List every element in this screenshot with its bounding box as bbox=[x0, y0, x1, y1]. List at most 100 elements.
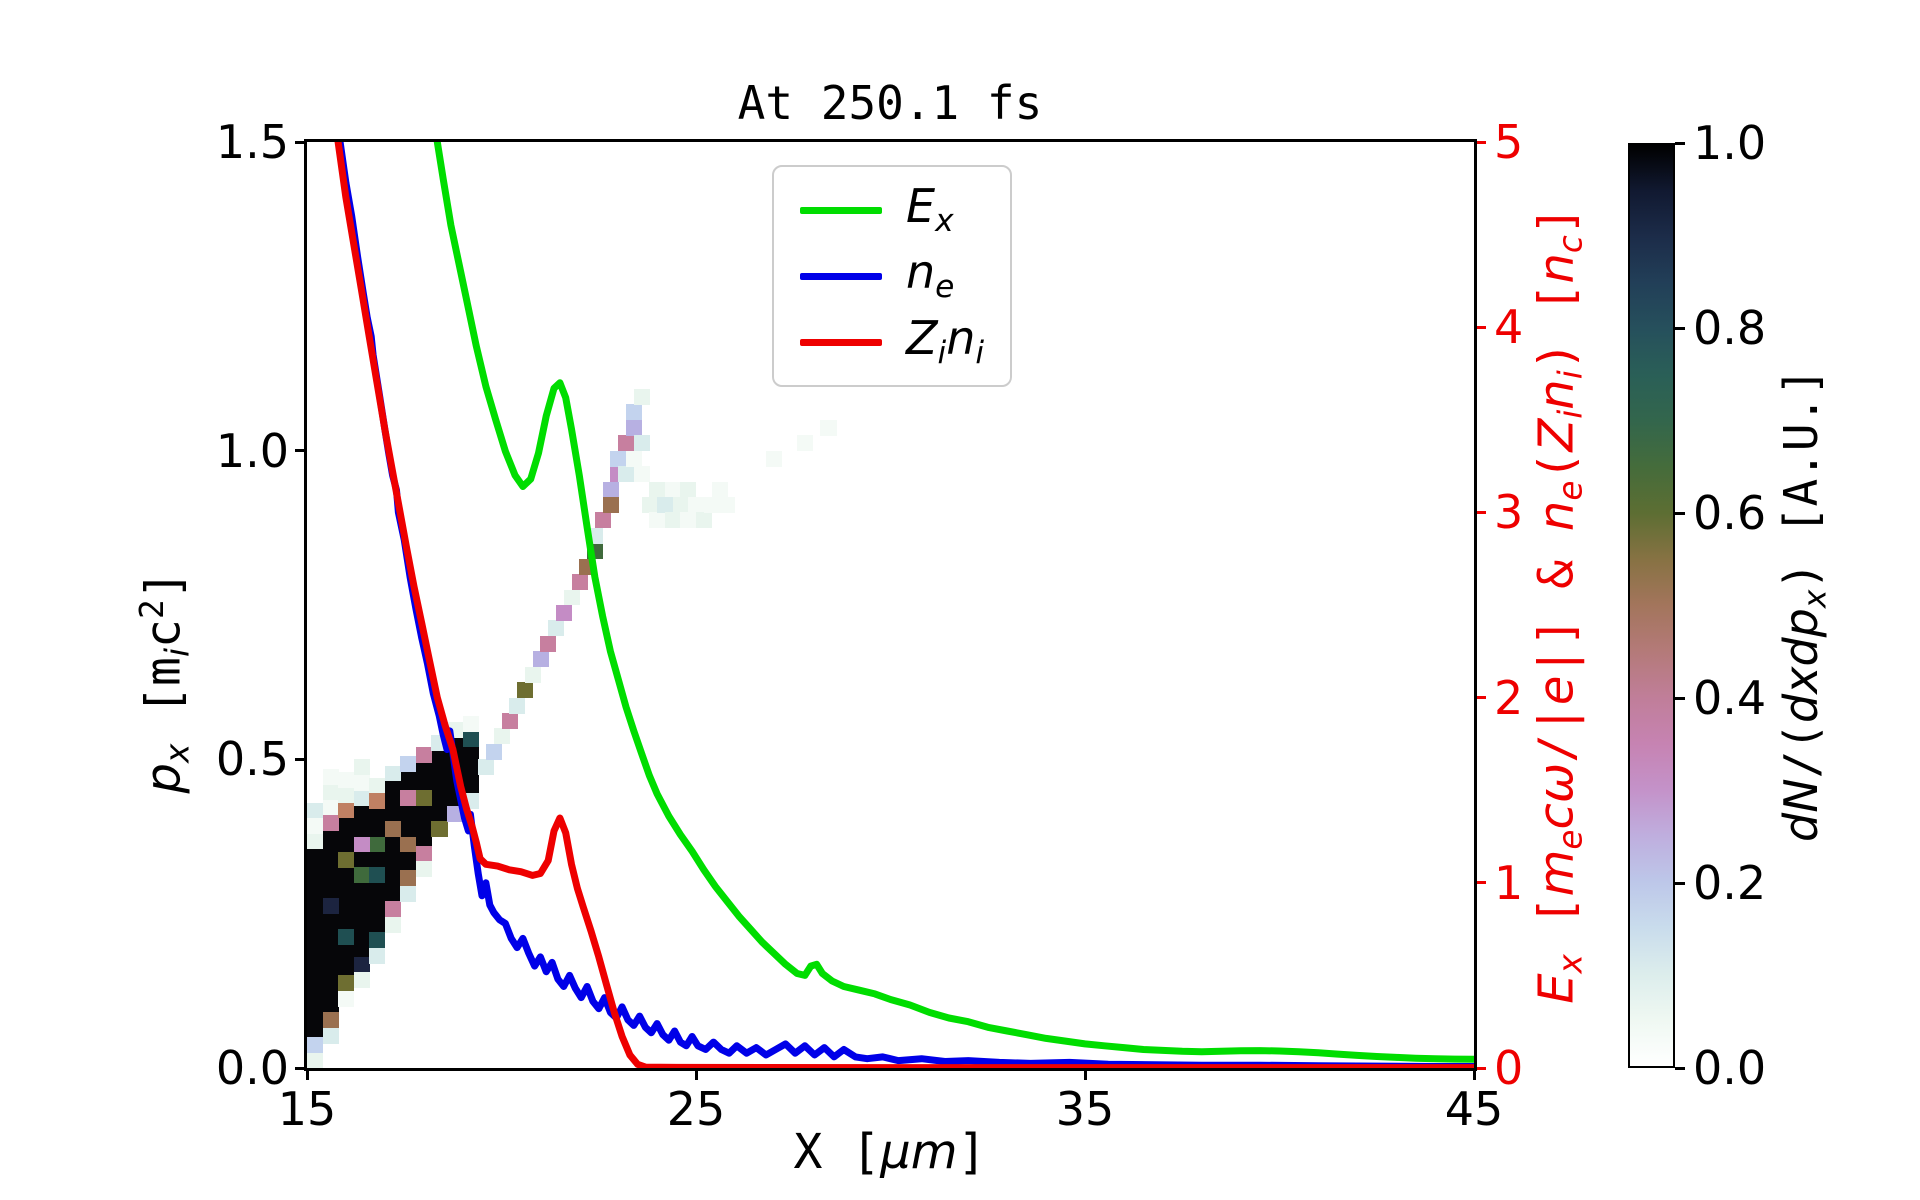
colorbar-tick-label: 0.8 bbox=[1693, 301, 1767, 355]
heatmap-cell bbox=[602, 496, 619, 513]
heatmap-cell bbox=[415, 845, 432, 862]
heatmap-cell bbox=[431, 821, 448, 837]
y-right-tick-label: 1 bbox=[1494, 855, 1524, 910]
y-right-tick bbox=[1474, 1066, 1486, 1070]
heatmap-cell bbox=[703, 496, 720, 513]
y-right-tick bbox=[1474, 881, 1486, 885]
label-part: cω bbox=[1528, 762, 1585, 830]
label-part: x bbox=[1797, 589, 1834, 609]
heatmap-cell bbox=[633, 466, 650, 483]
heatmap-cell bbox=[307, 1037, 324, 1054]
label-part: i bbox=[937, 334, 947, 371]
heatmap-cell bbox=[680, 512, 697, 529]
heatmap-cell bbox=[766, 450, 783, 467]
plot-area bbox=[307, 142, 1474, 1068]
heatmap-cell bbox=[540, 635, 557, 652]
heatmap-cell bbox=[307, 817, 324, 834]
heatmap-cell bbox=[322, 898, 339, 915]
heatmap-cell bbox=[657, 496, 674, 513]
heatmap-cell bbox=[649, 481, 666, 498]
heatmap-cell bbox=[400, 836, 417, 853]
colorbar-tick-label: 0.0 bbox=[1693, 1041, 1767, 1095]
label-part: [A.U.] bbox=[1773, 368, 1828, 562]
heatmap-cell bbox=[338, 787, 355, 804]
label-part: c bbox=[1551, 235, 1590, 254]
label-part: i bbox=[1551, 409, 1590, 419]
heatmap-cell bbox=[322, 784, 339, 800]
x-tick-label: 25 bbox=[666, 1082, 726, 1136]
y-right-tick bbox=[1474, 325, 1486, 329]
heatmap-cell bbox=[633, 388, 650, 405]
heatmap-cell bbox=[353, 972, 370, 989]
label-part: m bbox=[1528, 849, 1585, 897]
curve-Ex bbox=[433, 142, 1474, 1063]
y-right-axis-label: Ex [mecω/|e|] & ne(Zini) [nc] bbox=[1529, 206, 1590, 1004]
heatmap-cell bbox=[353, 956, 370, 973]
y-right-tick-label: 5 bbox=[1494, 115, 1524, 169]
y-left-tick bbox=[295, 449, 307, 453]
label-part: μm bbox=[880, 1124, 958, 1180]
legend-label: Zini bbox=[906, 315, 984, 369]
heatmap-cell bbox=[322, 799, 339, 816]
heatmap-cell bbox=[369, 836, 386, 853]
label-part: e bbox=[1551, 829, 1590, 850]
heatmap-cell bbox=[688, 496, 705, 513]
x-tick bbox=[694, 1068, 698, 1080]
heatmap-cell bbox=[369, 777, 386, 794]
heatmap-cell bbox=[400, 756, 417, 773]
heatmap-cell bbox=[610, 450, 627, 467]
colorbar-label: dN/(dxdpx) [A.U.] bbox=[1774, 368, 1834, 842]
y-left-tick bbox=[295, 757, 307, 761]
heatmap-cell bbox=[369, 793, 386, 810]
heatmap-cell bbox=[307, 802, 324, 819]
x-tick-label: 45 bbox=[1444, 1082, 1504, 1136]
legend-line-sample bbox=[800, 272, 882, 280]
heatmap-cell bbox=[664, 512, 681, 529]
heatmap-cell bbox=[517, 682, 534, 699]
heatmap-cell bbox=[353, 774, 370, 791]
y-right-tick bbox=[1474, 510, 1486, 514]
heatmap-cell bbox=[485, 743, 502, 760]
colorbar-tick bbox=[1675, 326, 1685, 330]
label-part: [ bbox=[1528, 896, 1585, 955]
heatmap-cell bbox=[400, 885, 417, 902]
y-right-tick-label: 4 bbox=[1494, 300, 1524, 355]
heatmap-cell bbox=[664, 481, 681, 498]
label-part: e bbox=[1528, 675, 1585, 706]
heatmap-cell bbox=[462, 731, 479, 748]
label-part: X bbox=[793, 1124, 852, 1180]
heatmap-cell bbox=[447, 805, 464, 822]
label-part: E bbox=[1528, 973, 1585, 1004]
legend-item: ne bbox=[800, 249, 1010, 303]
heatmap-cell bbox=[672, 496, 689, 513]
legend-line-sample bbox=[800, 206, 882, 214]
label-part: /( bbox=[1773, 722, 1828, 779]
y-left-tick bbox=[295, 140, 307, 144]
colorbar-tick bbox=[1675, 696, 1685, 700]
heatmap-cell bbox=[400, 870, 417, 887]
heatmap-cell bbox=[369, 793, 386, 933]
x-tick bbox=[1083, 1068, 1087, 1080]
heatmap-cell bbox=[384, 780, 401, 902]
label-part: e bbox=[1551, 480, 1590, 501]
label-part: Z bbox=[1528, 418, 1585, 452]
heatmap-cell bbox=[641, 496, 658, 513]
legend-label: ne bbox=[906, 249, 954, 303]
heatmap-cell bbox=[594, 512, 611, 529]
x-tick-label: 35 bbox=[1055, 1082, 1115, 1136]
heatmap-cell bbox=[322, 768, 339, 785]
label-part: n bbox=[946, 310, 976, 365]
colorbar-tick bbox=[1675, 511, 1685, 515]
y-left-tick-label: 1.5 bbox=[215, 115, 289, 169]
heatmap-cell bbox=[571, 574, 588, 591]
colorbar-tick-label: 0.2 bbox=[1693, 856, 1767, 910]
colorbar-tick bbox=[1675, 141, 1685, 145]
heatmap-cell bbox=[618, 435, 635, 452]
heatmap-cell bbox=[384, 916, 401, 933]
heatmap-cell bbox=[680, 481, 697, 498]
heatmap-cell bbox=[509, 697, 526, 714]
label-part: x bbox=[1551, 954, 1590, 974]
heatmap-cell bbox=[338, 990, 355, 1007]
heatmap-cell bbox=[532, 651, 549, 668]
y-right-tick bbox=[1474, 140, 1486, 144]
